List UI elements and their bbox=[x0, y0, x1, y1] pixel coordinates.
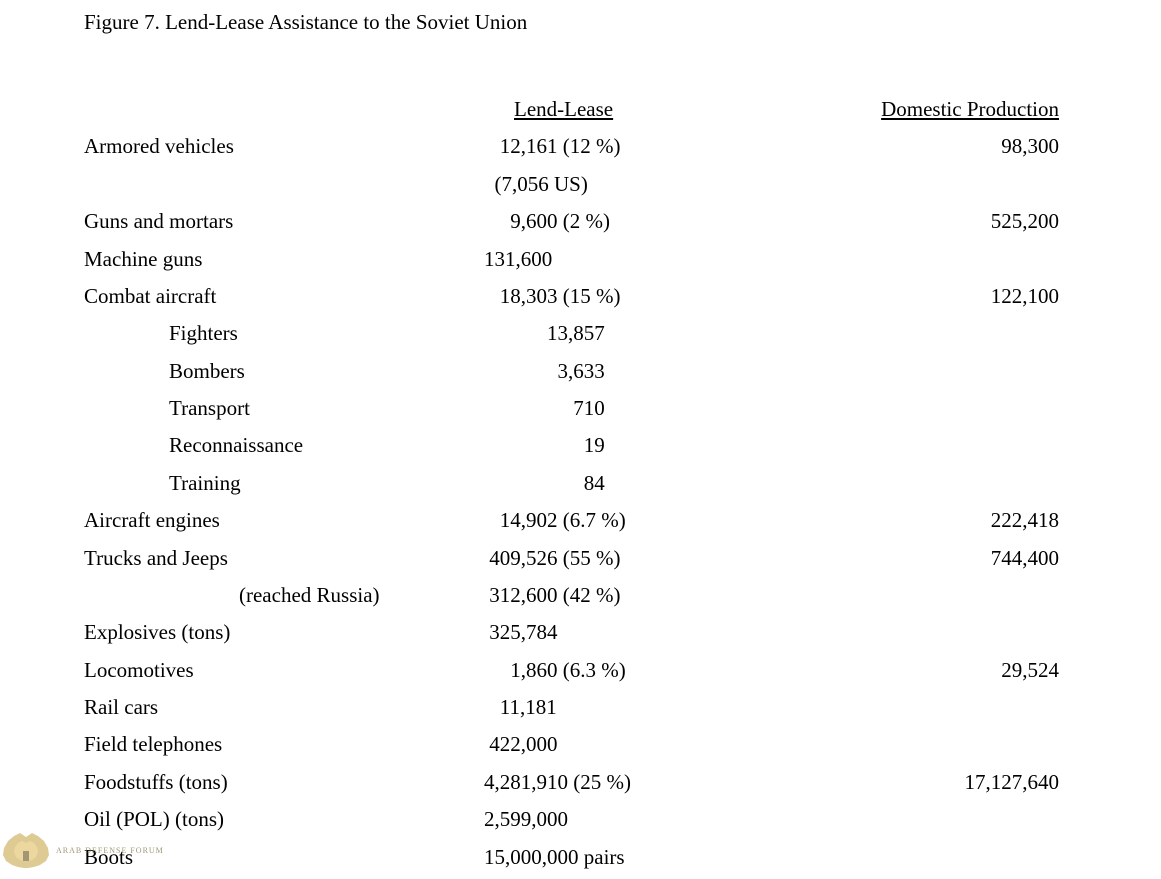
row-domestic-value bbox=[789, 839, 1059, 876]
table-row: (7,056 US) bbox=[84, 166, 1101, 203]
row-domestic-value bbox=[789, 801, 1059, 838]
row-lend-lease-value: 12,161 (12 %) bbox=[484, 128, 789, 165]
row-domestic-value: 29,524 bbox=[789, 652, 1059, 689]
row-label: Trucks and Jeeps bbox=[84, 540, 484, 577]
table-row: Training 84 bbox=[84, 465, 1101, 502]
row-label: Reconnaissance bbox=[84, 427, 484, 464]
table-row: (reached Russia) 312,600 (42 %) bbox=[84, 577, 1101, 614]
row-lend-lease-value: 19 bbox=[484, 427, 789, 464]
row-domestic-value: 122,100 bbox=[789, 278, 1059, 315]
row-lend-lease-value: 409,526 (55 %) bbox=[484, 540, 789, 577]
row-domestic-value bbox=[789, 577, 1059, 614]
forum-watermark: ARAB DEFENSE FORUM bbox=[0, 831, 164, 871]
header-lend-lease: Lend-Lease bbox=[484, 91, 789, 128]
row-domestic-value bbox=[789, 726, 1059, 763]
row-lend-lease-value: 131,600 bbox=[484, 241, 789, 278]
lend-lease-table: Lend-Lease Domestic Production Armored v… bbox=[0, 91, 1161, 876]
row-lend-lease-value: 14,902 (6.7 %) bbox=[484, 502, 789, 539]
row-label: Foodstuffs (tons) bbox=[84, 764, 484, 801]
table-row: Oil (POL) (tons)2,599,000 bbox=[84, 801, 1101, 838]
row-label: Rail cars bbox=[84, 689, 484, 726]
row-lend-lease-value: 15,000,000 pairs bbox=[484, 839, 789, 876]
row-lend-lease-value: 710 bbox=[484, 390, 789, 427]
table-row: Trucks and Jeeps 409,526 (55 %)744,400 bbox=[84, 540, 1101, 577]
table-row: Combat aircraft 18,303 (15 %)122,100 bbox=[84, 278, 1101, 315]
row-label: Fighters bbox=[84, 315, 484, 352]
table-row: Boots15,000,000 pairs bbox=[84, 839, 1101, 876]
row-label: Transport bbox=[84, 390, 484, 427]
header-domestic: Domestic Production bbox=[789, 91, 1059, 128]
row-lend-lease-value: 325,784 bbox=[484, 614, 789, 651]
watermark-text-en: ARAB DEFENSE FORUM bbox=[56, 847, 164, 856]
row-label: (reached Russia) bbox=[84, 577, 484, 614]
row-domestic-value bbox=[789, 353, 1059, 390]
row-domestic-value bbox=[789, 465, 1059, 502]
table-row: Bombers 3,633 bbox=[84, 353, 1101, 390]
row-lend-lease-value: 312,600 (42 %) bbox=[484, 577, 789, 614]
table-row: Explosives (tons) 325,784 bbox=[84, 614, 1101, 651]
row-label bbox=[84, 166, 484, 203]
table-row: Transport 710 bbox=[84, 390, 1101, 427]
row-domestic-value: 98,300 bbox=[789, 128, 1059, 165]
table-row: Machine guns131,600 bbox=[84, 241, 1101, 278]
row-lend-lease-value: 4,281,910 (25 %) bbox=[484, 764, 789, 801]
row-domestic-value bbox=[789, 614, 1059, 651]
table-header-row: Lend-Lease Domestic Production bbox=[84, 91, 1101, 128]
row-domestic-value: 222,418 bbox=[789, 502, 1059, 539]
row-domestic-value bbox=[789, 315, 1059, 352]
table-row: Foodstuffs (tons)4,281,910 (25 %)17,127,… bbox=[84, 764, 1101, 801]
row-label: Machine guns bbox=[84, 241, 484, 278]
row-lend-lease-value: 422,000 bbox=[484, 726, 789, 763]
table-row: Guns and mortars 9,600 (2 %)525,200 bbox=[84, 203, 1101, 240]
row-domestic-value: 17,127,640 bbox=[789, 764, 1059, 801]
row-domestic-value bbox=[789, 689, 1059, 726]
row-label: Training bbox=[84, 465, 484, 502]
row-label: Field telephones bbox=[84, 726, 484, 763]
row-lend-lease-value: 3,633 bbox=[484, 353, 789, 390]
figure-title: Figure 7. Lend-Lease Assistance to the S… bbox=[0, 10, 1161, 35]
row-lend-lease-value: 84 bbox=[484, 465, 789, 502]
row-lend-lease-value: 13,857 bbox=[484, 315, 789, 352]
table-row: Armored vehicles 12,161 (12 %)98,300 bbox=[84, 128, 1101, 165]
row-lend-lease-value: 2,599,000 bbox=[484, 801, 789, 838]
row-lend-lease-value: 11,181 bbox=[484, 689, 789, 726]
table-row: Reconnaissance 19 bbox=[84, 427, 1101, 464]
row-label: Bombers bbox=[84, 353, 484, 390]
row-label: Locomotives bbox=[84, 652, 484, 689]
row-lend-lease-value: 1,860 (6.3 %) bbox=[484, 652, 789, 689]
table-row: Field telephones 422,000 bbox=[84, 726, 1101, 763]
row-domestic-value bbox=[789, 166, 1059, 203]
row-label: Aircraft engines bbox=[84, 502, 484, 539]
row-domestic-value bbox=[789, 390, 1059, 427]
row-lend-lease-value: (7,056 US) bbox=[484, 166, 789, 203]
row-lend-lease-value: 9,600 (2 %) bbox=[484, 203, 789, 240]
table-row: Fighters 13,857 bbox=[84, 315, 1101, 352]
row-label: Guns and mortars bbox=[84, 203, 484, 240]
row-label: Armored vehicles bbox=[84, 128, 484, 165]
header-spacer bbox=[84, 91, 484, 128]
row-lend-lease-value: 18,303 (15 %) bbox=[484, 278, 789, 315]
row-label: Combat aircraft bbox=[84, 278, 484, 315]
table-row: Aircraft engines 14,902 (6.7 %)222,418 bbox=[84, 502, 1101, 539]
row-label: Explosives (tons) bbox=[84, 614, 484, 651]
row-domestic-value bbox=[789, 241, 1059, 278]
table-row: Rail cars 11,181 bbox=[84, 689, 1101, 726]
row-domestic-value: 525,200 bbox=[789, 203, 1059, 240]
row-domestic-value bbox=[789, 427, 1059, 464]
wings-icon bbox=[0, 831, 52, 871]
row-domestic-value: 744,400 bbox=[789, 540, 1059, 577]
table-row: Locomotives 1,860 (6.3 %)29,524 bbox=[84, 652, 1101, 689]
